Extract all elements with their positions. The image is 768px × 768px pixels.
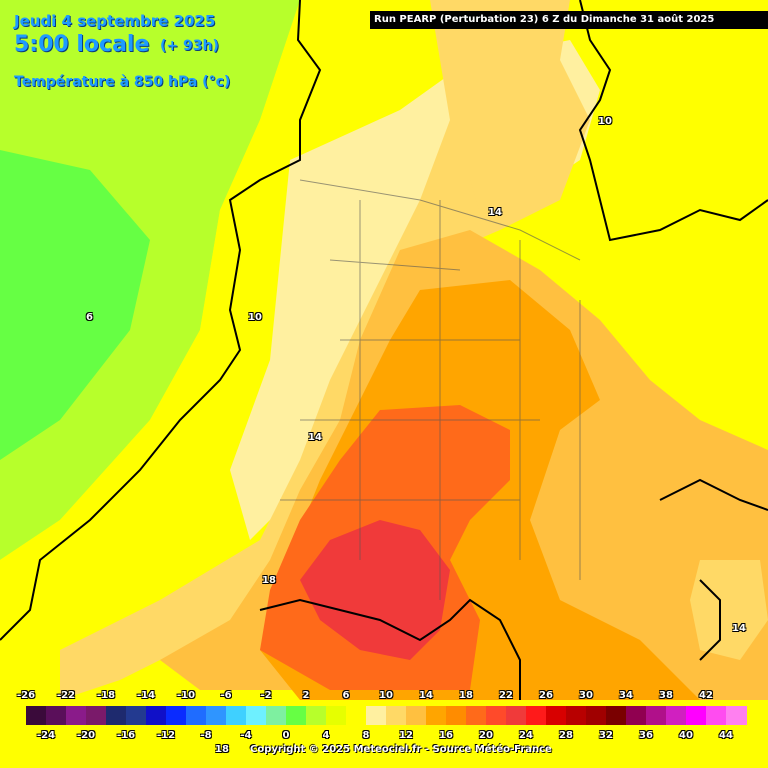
legend-cell bbox=[286, 706, 307, 725]
legend-bottom-tick: 8 bbox=[362, 730, 370, 741]
cold-zone-green bbox=[0, 0, 300, 560]
legend-top-tick: 6 bbox=[342, 690, 350, 701]
legend-top-tick: 34 bbox=[619, 690, 633, 701]
coastline-north bbox=[578, 0, 768, 242]
legend-top-tick: 26 bbox=[539, 690, 553, 701]
copyright-text: Copyright © 2025 Meteociel.fr - Source M… bbox=[250, 744, 552, 755]
legend-top-tick: -22 bbox=[56, 690, 76, 701]
legend-cell bbox=[546, 706, 567, 725]
legend-cell bbox=[726, 706, 747, 725]
legend-cell bbox=[606, 706, 627, 725]
legend-cell bbox=[146, 706, 167, 725]
legend-cell bbox=[406, 706, 427, 725]
legend-top-tick: 10 bbox=[379, 690, 393, 701]
legend-cell bbox=[326, 706, 347, 725]
parameter-label: Température à 850 hPa (°c) bbox=[14, 74, 231, 90]
legend-cell bbox=[686, 706, 707, 725]
legend-bottom-tick: 4 bbox=[322, 730, 330, 741]
legend-bottom-tick: -16 bbox=[116, 730, 136, 741]
legend-cell bbox=[366, 706, 387, 725]
legend-cell bbox=[106, 706, 127, 725]
legend-cell bbox=[646, 706, 667, 725]
legend-cell bbox=[466, 706, 487, 725]
legend-cell bbox=[566, 706, 587, 725]
legend-bottom-tick: 36 bbox=[639, 730, 653, 741]
legend-cell bbox=[26, 706, 47, 725]
legend-top-tick: 30 bbox=[579, 690, 593, 701]
contour-label: 10 bbox=[248, 312, 262, 323]
legend-cell bbox=[526, 706, 547, 725]
legend-cell bbox=[186, 706, 207, 725]
legend-top-tick: 2 bbox=[302, 690, 310, 701]
contour-label: 14 bbox=[488, 207, 502, 218]
legend-top-tick: -26 bbox=[16, 690, 36, 701]
legend-cell bbox=[46, 706, 67, 725]
legend-top-tick: 18 bbox=[459, 690, 473, 701]
legend-bottom-tick: -4 bbox=[240, 730, 252, 741]
legend-cell bbox=[626, 706, 647, 725]
legend-bottom-tick: -8 bbox=[200, 730, 212, 741]
contour-label: 18 bbox=[262, 575, 276, 586]
legend-cell bbox=[446, 706, 467, 725]
legend-cell bbox=[426, 706, 447, 725]
legend-cell bbox=[486, 706, 507, 725]
legend-cell bbox=[66, 706, 87, 725]
legend-cell bbox=[386, 706, 407, 725]
region-borders bbox=[280, 179, 581, 600]
forecast-lead-time: (+ 93h) bbox=[160, 38, 219, 54]
legend-top-tick: 38 bbox=[659, 690, 673, 701]
legend-cell bbox=[666, 706, 687, 725]
legend-cell bbox=[266, 706, 287, 725]
legend-cell bbox=[246, 706, 267, 725]
cold-zone-bright-green bbox=[0, 150, 150, 460]
contour-label: 14 bbox=[732, 623, 746, 634]
legend-cell bbox=[126, 706, 147, 725]
legend-cell bbox=[226, 706, 247, 725]
contour-label: 14 bbox=[308, 432, 322, 443]
legend-top-tick: -6 bbox=[220, 690, 232, 701]
legend-bottom-tick: 16 bbox=[439, 730, 453, 741]
legend-cell bbox=[346, 706, 367, 725]
legend-cell bbox=[206, 706, 227, 725]
legend-bottom-tick: 40 bbox=[679, 730, 693, 741]
legend-top-tick: -2 bbox=[260, 690, 272, 701]
legend-top-tick: -10 bbox=[176, 690, 196, 701]
contour-label: 6 bbox=[86, 312, 93, 323]
legend-cell bbox=[506, 706, 527, 725]
coastline-south bbox=[259, 598, 521, 700]
legend-cell bbox=[86, 706, 107, 725]
legend-bottom-tick: 12 bbox=[399, 730, 413, 741]
color-legend: -26 -22 -18 -14 -10 -6 -2 2 6 10 14 18 22 26 30 34 38 42 … bbox=[0, 684, 768, 768]
legend-bottom-tick: 0 bbox=[282, 730, 290, 741]
legend-bottom-tick: 24 bbox=[519, 730, 533, 741]
zone-hot-core bbox=[300, 520, 450, 660]
legend-bottom-tick: 32 bbox=[599, 730, 613, 741]
legend-cell bbox=[706, 706, 727, 725]
legend-cell bbox=[586, 706, 607, 725]
legend-top-tick: 42 bbox=[699, 690, 713, 701]
zone-light-orange bbox=[60, 0, 590, 700]
legend-bottom-tick: -12 bbox=[156, 730, 176, 741]
legend-bottom-tick: 20 bbox=[479, 730, 493, 741]
run-info-bar: Run PEARP (Perturbation 23) 6 Z du Diman… bbox=[370, 11, 768, 29]
legend-top-tick: -14 bbox=[136, 690, 156, 701]
legend-bottom-tick: -20 bbox=[76, 730, 96, 741]
legend-bottom-tick: 28 bbox=[559, 730, 573, 741]
legend-top-tick: -18 bbox=[96, 690, 116, 701]
legend-bottom-tick: 44 bbox=[719, 730, 733, 741]
legend-bottom-tick: -24 bbox=[36, 730, 56, 741]
legend-top-tick: 22 bbox=[499, 690, 513, 701]
legend-top-tick: 14 bbox=[419, 690, 433, 701]
forecast-time: 5:00 locale bbox=[14, 32, 150, 57]
contour-label: 10 bbox=[598, 116, 612, 127]
legend-extra-label: 18 bbox=[215, 744, 229, 755]
forecast-date: Jeudi 4 septembre 2025 bbox=[14, 12, 216, 30]
coastline-west bbox=[0, 0, 322, 641]
legend-cell bbox=[166, 706, 187, 725]
legend-cell bbox=[306, 706, 327, 725]
